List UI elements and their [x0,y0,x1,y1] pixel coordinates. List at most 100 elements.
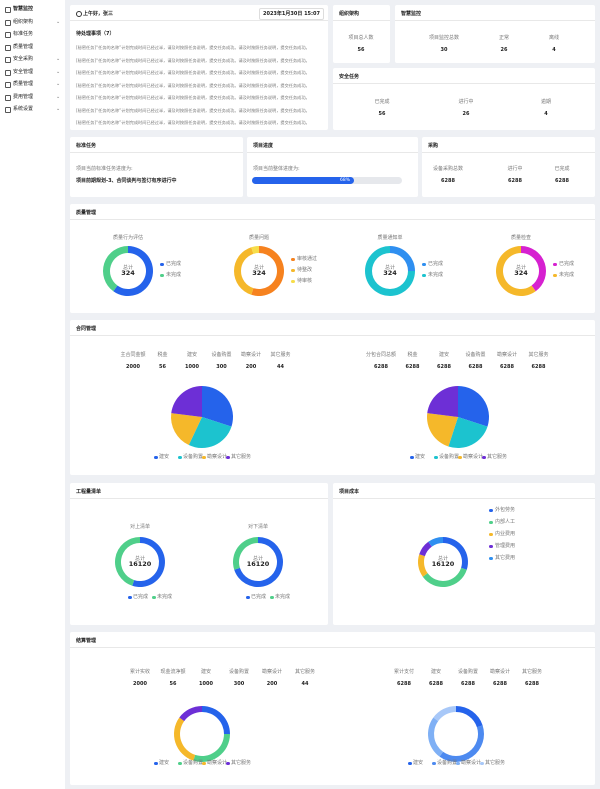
chart [418,537,468,587]
nav-item: 组织架构 [13,18,34,25]
donut-segment [428,717,444,757]
legend-label: 未完成 [157,594,173,600]
stat-value: 6288 [374,364,388,370]
stat-value: 56 [169,681,177,687]
chart-title: 对下清单 [247,524,268,530]
bill-card: 工程量清单 对上清单 总计 16120 已完成 未完成 对下清单 总计 16120 已完成 未完成 [70,483,328,625]
legend-label: 外包劳务 [495,507,516,513]
stat-label: 累计实收 [129,669,150,675]
stat-label: 设备购置 [465,352,486,358]
legend-label: 设备购置 [439,454,460,460]
center-label: 总计 [134,556,145,562]
stat-value: 56 [159,364,166,370]
legend-swatch [489,556,493,560]
center-label: 总计 [515,265,526,271]
legend-label: 设备购置 [183,760,204,766]
chart [365,246,415,296]
card-title: 采购 [428,143,439,149]
nav-icon [5,107,11,113]
chart-title: 质量问题 [248,235,269,241]
chart [234,246,284,296]
pie-slice [171,386,202,417]
stat-label: 项目总人数 [348,35,374,41]
stat-value: 26 [462,111,470,117]
legend-label: 其它服务 [231,454,252,460]
card-title: 结算管理 [76,638,97,644]
chart [233,537,283,587]
legend-swatch [422,273,426,277]
stat-label: 建安 [200,669,211,675]
progress-label: 68% [339,177,350,183]
stat-label: 设备购置 [457,669,478,675]
legend-label: 勘察设计 [207,454,228,460]
legend-label: 未完成 [559,272,575,278]
legend-swatch [160,273,164,277]
stat-label: 主合同金额 [120,352,146,358]
donut-segment [251,246,284,296]
pie-slice [458,386,490,427]
todo-item: [秘密任务]“任务的名称”计划完成时间已经过半，请及时按照任务说明，提交任务成功… [76,82,310,88]
stat-value: 200 [245,364,257,370]
center-value: 324 [121,269,135,277]
donut-segment [233,537,258,570]
stat-label: 税金 [157,352,168,358]
legend-swatch [489,508,493,512]
stat-label: 逾期 [540,99,551,105]
legend-swatch [408,761,412,765]
donut-segment [439,725,484,762]
donut-segment [132,537,165,587]
legend-label: 已完成 [133,594,149,600]
legend-swatch [128,595,132,599]
card-title: 标准任务 [76,143,97,149]
legend-label: 已完成 [559,261,575,267]
legend-swatch [489,520,493,524]
legend-label: 勘察设计 [463,454,484,460]
stat-value: 6288 [493,681,507,687]
center-value: 16120 [128,560,152,568]
center-value: 324 [383,269,397,277]
stat-label: 累计支付 [393,669,414,675]
legend-swatch [178,761,182,765]
chart [115,537,165,587]
legend-swatch [154,455,158,459]
card-title: 合同管理 [76,326,97,332]
todo-item: [秘密任务]“任务的名称”计划完成时间已经过半，请及时按照任务说明，提交任务成功… [76,45,310,50]
legend-swatch [291,268,295,272]
stat-value: 2000 [133,681,147,687]
stat-value: 4 [552,47,556,53]
donut-segment [428,537,443,547]
pie-slice [427,386,458,417]
legend-swatch [456,761,460,765]
legend-label: 内业费用 [495,531,516,537]
card-title: 智慧监控 [401,11,422,17]
donut-segment [496,246,536,296]
stat-label: 已完成 [374,99,390,105]
donut-segment [419,541,432,557]
todo-title: 待处理事项（7） [76,31,115,37]
card-title: 质量管理 [76,210,97,216]
legend-label: 未完成 [428,272,444,278]
legend-swatch [160,262,164,266]
nav-item: 标准任务 [13,31,34,37]
stat-value: 6288 [461,681,475,687]
chart [171,386,234,448]
nav-item: 智慧监控 [13,6,34,12]
stat-label: 设备购置 [228,669,249,675]
legend-label: 其它费用 [495,555,516,561]
stat-label: 其它服务 [521,669,542,675]
chart [103,246,153,296]
legend-swatch [482,455,486,459]
date-box: 2023年1月30日 15:07 [258,8,324,20]
legend-swatch [553,262,557,266]
stat-value: 6288 [531,364,546,370]
divider [70,335,595,336]
center-label: 总计 [384,265,395,271]
standard-card: 标准任务 项目当前标准任务进度为: 项目前期规划-3、合同谈判与签订有序进行中 [70,137,243,197]
legend-label: 勘察设计 [461,760,482,766]
legend-swatch [458,455,462,459]
legend-label: 已完成 [166,261,182,267]
chart-title: 对上清单 [129,524,150,530]
nav-icon [5,32,11,38]
stat-value: 6288 [500,364,514,370]
